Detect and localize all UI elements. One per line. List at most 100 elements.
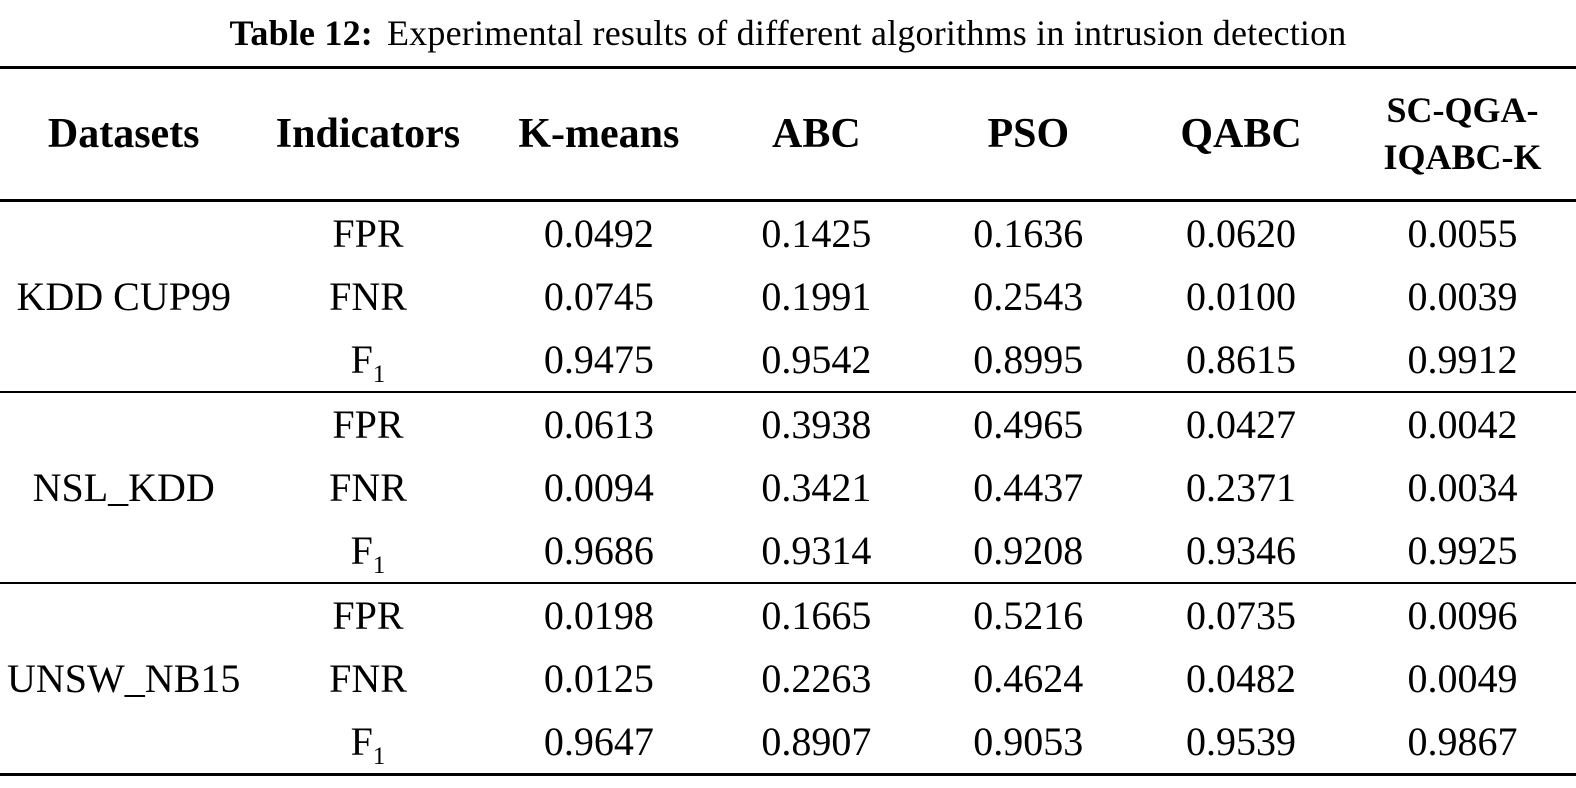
value-cell: 0.5216 (973, 593, 1084, 638)
dataset-label: KDD CUP99 (16, 274, 231, 319)
col-header-label-line2: IQABC-K (1383, 137, 1542, 177)
indicator-label: FNR (329, 656, 407, 701)
col-header-label: PSO (987, 111, 1070, 157)
col-header-qabc: QABC (1133, 68, 1349, 201)
section-nsl-kdd: NSL_KDD FPR 0.0613 0.3938 0.4965 0.0427 … (0, 392, 1576, 583)
value-cell: 0.0613 (543, 402, 654, 447)
table-row: F1 0.9686 0.9314 0.9208 0.9346 0.9925 (0, 519, 1576, 583)
value-cell: 0.9053 (973, 719, 1084, 764)
table-caption: Table 12: Experimental results of differ… (0, 0, 1576, 66)
indicator-label: FNR (329, 465, 407, 510)
value-cell: 0.0096 (1407, 593, 1518, 638)
value-cell: 0.0042 (1407, 402, 1518, 447)
value-cell: 0.0039 (1407, 274, 1518, 319)
table-caption-label: Table 12: (229, 13, 373, 53)
value-cell: 0.1425 (761, 211, 872, 256)
indicator-cell: FNR (247, 456, 488, 519)
value-cell: 0.0125 (543, 656, 654, 701)
col-header-label: Indicators (275, 111, 461, 157)
table-row: FNR 0.0745 0.1991 0.2543 0.0100 0.0039 (0, 265, 1576, 328)
value-cell: 0.9912 (1407, 337, 1518, 382)
col-header-kmeans: K-means (489, 68, 710, 201)
indicator-subscript: 1 (372, 552, 386, 579)
indicator-label: F (350, 337, 373, 382)
table-header: Datasets Indicators K-means ABC PSO QABC… (0, 68, 1576, 201)
value-cell: 0.0198 (543, 593, 654, 638)
table-caption-text: Experimental results of different algori… (386, 13, 1347, 53)
value-cell: 0.0094 (543, 465, 654, 510)
value-cell: 0.9925 (1407, 528, 1518, 573)
value-cell: 0.3421 (761, 465, 872, 510)
indicator-cell: FNR (247, 265, 488, 328)
col-header-label: K-means (518, 111, 680, 157)
value-cell: 0.0100 (1186, 274, 1297, 319)
value-cell: 0.8615 (1186, 337, 1297, 382)
indicator-cell: F1 (247, 519, 488, 583)
indicator-label: FPR (332, 211, 404, 256)
indicator-label: F (350, 528, 373, 573)
value-cell: 0.0745 (543, 274, 654, 319)
indicator-cell: FPR (247, 583, 488, 647)
value-cell: 0.0427 (1186, 402, 1297, 447)
section-kdd-cup99: KDD CUP99 FPR 0.0492 0.1425 0.1636 0.062… (0, 201, 1576, 393)
value-cell: 0.9686 (543, 528, 654, 573)
col-header-sc-qga-iqabc-k: SC-QGA- IQABC-K (1349, 68, 1576, 201)
col-header-pso: PSO (924, 68, 1134, 201)
indicator-label: FNR (329, 274, 407, 319)
value-cell: 0.0049 (1407, 656, 1518, 701)
indicator-subscript: 1 (372, 743, 386, 770)
value-cell: 0.0482 (1186, 656, 1297, 701)
indicator-label: FPR (332, 402, 404, 447)
table-row: FNR 0.0125 0.2263 0.4624 0.0482 0.0049 (0, 647, 1576, 710)
table-row: F1 0.9475 0.9542 0.8995 0.8615 0.9912 (0, 328, 1576, 392)
table-row: KDD CUP99 FPR 0.0492 0.1425 0.1636 0.062… (0, 201, 1576, 319)
value-cell: 0.9867 (1407, 719, 1518, 764)
col-header-abc: ABC (709, 68, 923, 201)
value-cell: 0.9475 (543, 337, 654, 382)
value-cell: 0.8995 (973, 337, 1084, 382)
results-table: Datasets Indicators K-means ABC PSO QABC… (0, 66, 1576, 776)
value-cell: 0.8907 (761, 719, 872, 764)
value-cell: 0.9647 (543, 719, 654, 764)
indicator-subscript: 1 (372, 361, 386, 388)
value-cell: 0.9314 (761, 528, 872, 573)
col-header-label: QABC (1180, 111, 1302, 157)
value-cell: 0.0055 (1407, 211, 1518, 256)
value-cell: 0.0492 (543, 211, 654, 256)
value-cell: 0.0620 (1186, 211, 1297, 256)
table-row: UNSW_NB15 FPR 0.0198 0.1665 0.5216 0.073… (0, 583, 1576, 701)
value-cell: 0.4437 (973, 465, 1084, 510)
header-row: Datasets Indicators K-means ABC PSO QABC… (0, 68, 1576, 201)
col-header-label: ABC (771, 111, 861, 157)
table-row: FNR 0.0094 0.3421 0.4437 0.2371 0.0034 (0, 456, 1576, 519)
col-header-label: Datasets (47, 111, 200, 157)
dataset-label: UNSW_NB15 (7, 656, 241, 701)
value-cell: 0.9346 (1186, 528, 1297, 573)
section-unsw-nb15: UNSW_NB15 FPR 0.0198 0.1665 0.5216 0.073… (0, 583, 1576, 775)
indicator-cell: FPR (247, 201, 488, 266)
col-header-label-line1: SC-QGA- (1386, 90, 1539, 131)
value-cell: 0.4624 (973, 656, 1084, 701)
value-cell: 0.2371 (1186, 465, 1297, 510)
indicator-cell: FPR (247, 392, 488, 456)
value-cell: 0.9539 (1186, 719, 1297, 764)
value-cell: 0.2263 (761, 656, 872, 701)
value-cell: 0.9542 (761, 337, 872, 382)
col-header-datasets: Datasets (0, 68, 247, 201)
table-row: F1 0.9647 0.8907 0.9053 0.9539 0.9867 (0, 710, 1576, 775)
value-cell: 0.0735 (1186, 593, 1297, 638)
value-cell: 0.1636 (973, 211, 1084, 256)
value-cell: 0.9208 (973, 528, 1084, 573)
indicator-cell: F1 (247, 710, 488, 775)
value-cell: 0.4965 (973, 402, 1084, 447)
indicator-label: FPR (332, 593, 404, 638)
indicator-cell: FNR (247, 647, 488, 710)
value-cell: 0.0034 (1407, 465, 1518, 510)
table-row: NSL_KDD FPR 0.0613 0.3938 0.4965 0.0427 … (0, 392, 1576, 510)
indicator-label: F (350, 719, 373, 764)
value-cell: 0.3938 (761, 402, 872, 447)
value-cell: 0.2543 (973, 274, 1084, 319)
dataset-label: NSL_KDD (32, 465, 215, 510)
value-cell: 0.1665 (761, 593, 872, 638)
